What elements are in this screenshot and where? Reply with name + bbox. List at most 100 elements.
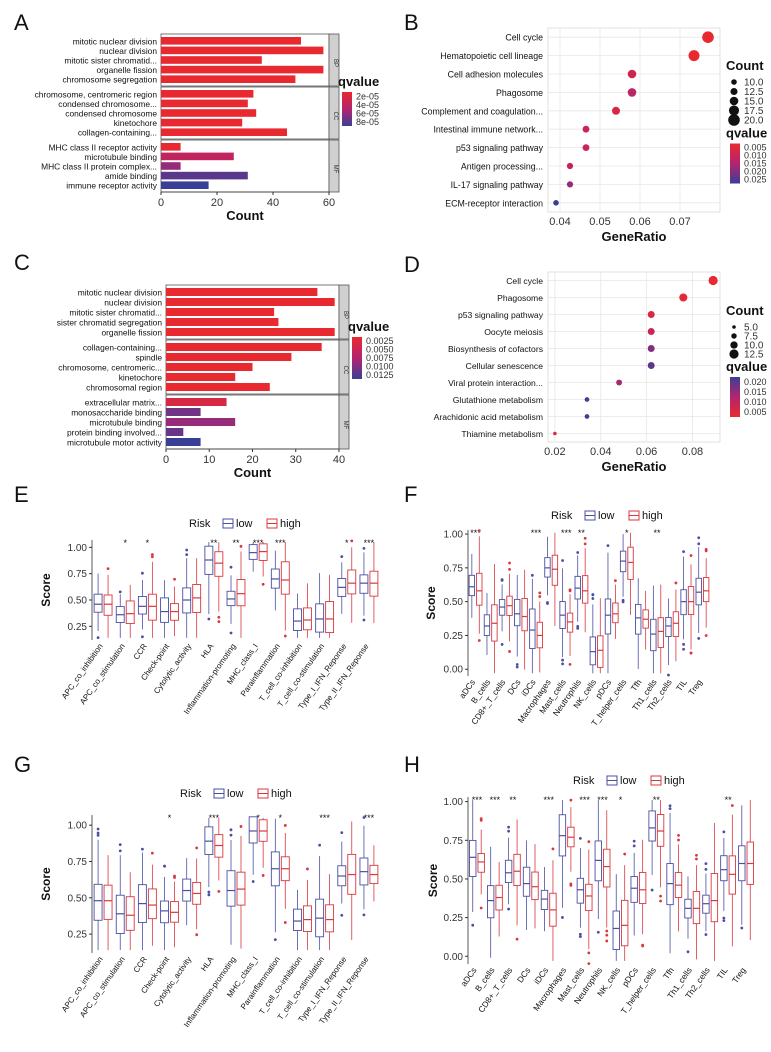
outlier <box>689 651 693 655</box>
outlier <box>318 843 322 847</box>
panel-label: E <box>14 482 29 507</box>
category-label: Tfh <box>661 965 676 981</box>
box <box>672 611 680 638</box>
outlier <box>207 890 211 894</box>
y-tick-label: 0.50 <box>68 596 88 607</box>
box <box>160 900 169 924</box>
box <box>103 884 113 920</box>
outlier <box>722 830 726 834</box>
outlier <box>614 579 617 583</box>
box <box>476 572 483 606</box>
outlier <box>340 831 344 835</box>
legend-label: 0.0075 <box>366 353 394 363</box>
x-tick-label: 40 <box>333 454 345 466</box>
box <box>695 577 702 606</box>
box <box>359 574 369 594</box>
significance-mark: *** <box>597 795 608 805</box>
outlier <box>697 536 701 540</box>
outlier <box>730 804 734 807</box>
significance-mark: * <box>256 813 260 823</box>
significance-mark: *** <box>253 538 264 548</box>
term-label: Viral protein interaction... <box>448 378 543 388</box>
outlier <box>583 536 587 540</box>
panel-B: B 0.04 0.05 0.06 0.07 Cell cycle Hematopoietic… <box>404 10 767 244</box>
box <box>147 593 157 621</box>
outlier <box>229 631 233 635</box>
bar <box>161 181 209 189</box>
x-axis-title: GeneRatio <box>601 459 666 474</box>
legend-label: 17.5 <box>744 106 764 117</box>
outlier <box>340 555 344 559</box>
outlier <box>229 833 233 837</box>
legend-dot <box>732 325 736 329</box>
bar <box>161 46 324 55</box>
facet-label: CC <box>332 112 338 121</box>
y-tick-label: 1.00 <box>68 543 88 554</box>
box <box>521 598 528 632</box>
outlier <box>229 828 233 832</box>
legend-title: qvalue <box>348 319 389 334</box>
box <box>236 579 246 607</box>
significance-mark: ** <box>232 538 240 548</box>
term-label: Cell adhesion molecules <box>448 70 544 80</box>
outlier <box>150 555 154 559</box>
outlier <box>118 843 122 847</box>
bar <box>161 37 301 45</box>
bar <box>161 162 181 170</box>
category-label: HLA <box>199 954 216 972</box>
legend-label: 8e-05 <box>356 117 379 127</box>
legend-label: 0.0050 <box>366 345 394 355</box>
box <box>522 866 531 897</box>
significance-mark: *** <box>579 795 590 805</box>
box <box>125 600 135 624</box>
outlier <box>362 913 366 917</box>
box <box>635 603 642 635</box>
dot <box>584 414 590 419</box>
outlier <box>605 929 609 933</box>
box <box>125 896 135 931</box>
outlier <box>576 624 580 628</box>
legend-dot <box>728 105 740 116</box>
outlier <box>682 642 685 646</box>
facet-label: BP <box>332 59 338 67</box>
box <box>293 608 302 631</box>
outlier <box>515 665 519 669</box>
legend-item: low <box>620 775 637 787</box>
category-label: collagen-containing... <box>78 128 157 138</box>
term-label: Cell cycle <box>505 33 543 43</box>
significance-mark: * <box>168 813 172 823</box>
bar <box>161 109 257 117</box>
facet-strip <box>328 86 340 140</box>
dot <box>647 311 655 318</box>
outlier <box>207 617 211 621</box>
box <box>468 574 476 597</box>
outlier <box>587 951 591 955</box>
outlier <box>551 847 555 851</box>
significance-mark: *** <box>531 528 542 538</box>
outlier <box>667 673 670 677</box>
category-label: CCR <box>132 642 149 662</box>
bar <box>166 438 201 446</box>
category-label: Treg <box>730 965 748 985</box>
box <box>710 873 719 923</box>
dot <box>582 125 590 133</box>
dot <box>584 397 590 402</box>
panel-D: D 0.02 0.04 0.06 0.08 Cell cycle Phagosome p53 … <box>404 252 767 474</box>
legend-item: low <box>227 788 244 800</box>
outlier <box>538 595 542 598</box>
outlier <box>623 852 627 856</box>
outlier <box>641 944 645 948</box>
outlier <box>261 582 265 586</box>
legend-dot <box>728 114 740 126</box>
category-label: chromosomal region <box>86 383 162 393</box>
outlier <box>605 933 609 937</box>
outlier <box>283 921 287 924</box>
outlier <box>239 825 243 828</box>
bar <box>166 418 236 426</box>
box <box>638 872 647 904</box>
significance-mark: *** <box>470 528 481 538</box>
y-tick-label: 0.25 <box>444 631 464 642</box>
bar <box>166 353 292 361</box>
category-label: collagen-containing... <box>83 343 162 353</box>
x-tick-label: 0.06 <box>636 446 657 458</box>
